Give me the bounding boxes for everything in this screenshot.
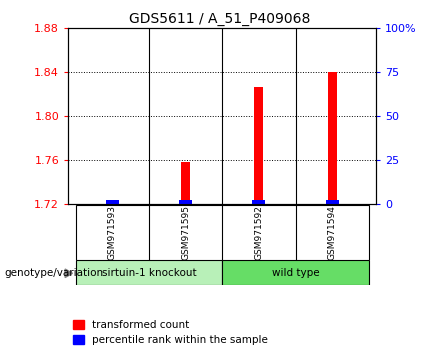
Text: GSM971593: GSM971593 bbox=[108, 205, 117, 260]
Bar bbox=[106, 200, 119, 204]
FancyBboxPatch shape bbox=[76, 260, 222, 285]
FancyBboxPatch shape bbox=[222, 260, 369, 285]
Bar bbox=[326, 200, 339, 204]
Bar bbox=[179, 200, 192, 204]
Bar bbox=[328, 72, 337, 204]
Bar bbox=[181, 162, 190, 204]
Polygon shape bbox=[65, 269, 73, 278]
Text: wild type: wild type bbox=[272, 268, 319, 278]
Text: GDS5611 / A_51_P409068: GDS5611 / A_51_P409068 bbox=[129, 12, 311, 27]
Bar bbox=[252, 200, 265, 204]
Text: genotype/variation: genotype/variation bbox=[4, 268, 103, 278]
Text: sirtuin-1 knockout: sirtuin-1 knockout bbox=[102, 268, 196, 278]
Bar bbox=[254, 87, 263, 204]
Text: GSM971592: GSM971592 bbox=[254, 205, 264, 260]
Legend: transformed count, percentile rank within the sample: transformed count, percentile rank withi… bbox=[73, 320, 268, 345]
Text: GSM971594: GSM971594 bbox=[328, 205, 337, 260]
Text: GSM971595: GSM971595 bbox=[181, 205, 190, 260]
